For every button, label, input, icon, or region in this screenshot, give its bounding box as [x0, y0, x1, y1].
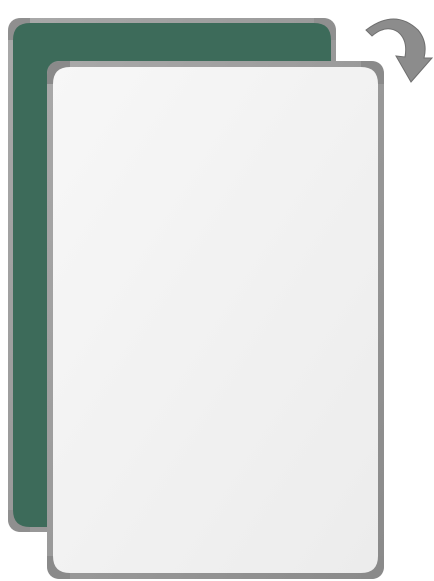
- whiteboard-surface: [53, 67, 378, 573]
- page: [0, 0, 434, 581]
- board-illustration: [0, 0, 434, 581]
- whiteboard: [47, 61, 384, 579]
